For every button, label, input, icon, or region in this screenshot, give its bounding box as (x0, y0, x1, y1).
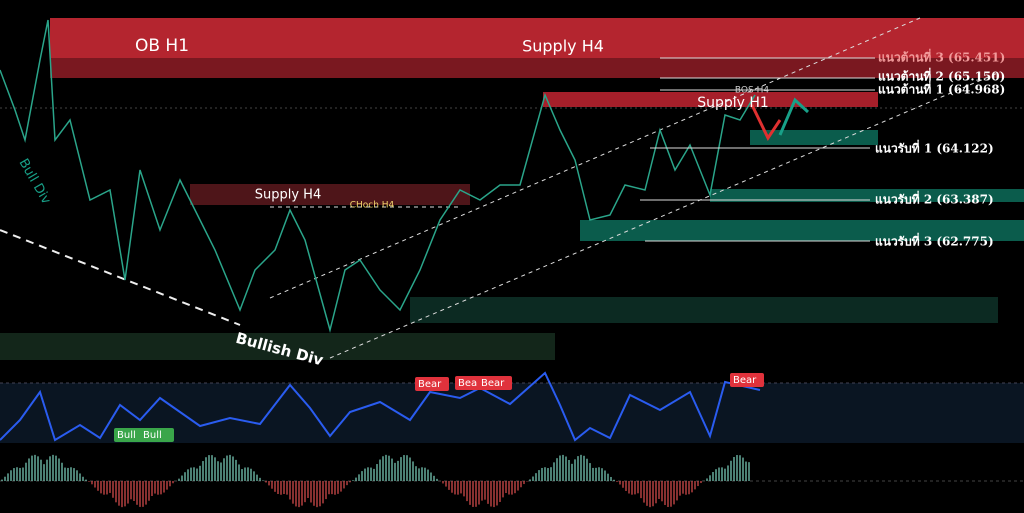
annotation: CHoch H4 (350, 201, 395, 211)
level-label: แนวรับที่ 2 (63.387) (875, 191, 994, 207)
signal-label: Bear (733, 375, 757, 386)
zone-label: Supply H4 (255, 188, 321, 203)
arrow-down (750, 104, 782, 142)
signal-tag (478, 376, 512, 390)
level-label: แนวต้านที่ 2 (65.150) (878, 68, 1005, 84)
supply-zone (50, 18, 1024, 60)
rsi-line (0, 371, 761, 442)
zone-label: OB H1 (135, 36, 189, 56)
signal-label: Bear (418, 379, 442, 390)
signal-tag (140, 428, 174, 442)
zone-label: Supply H4 (522, 37, 604, 56)
demand-zone (710, 189, 1024, 202)
supply-h4-zone (190, 184, 470, 205)
signal-label: Bear (481, 378, 505, 389)
signal-tag (114, 428, 148, 442)
signal-label: Bull (117, 430, 136, 441)
demand-zone (580, 220, 1024, 241)
ob-zone (50, 58, 1024, 78)
signal-tag (730, 373, 764, 387)
level-label: แนวรับที่ 3 (62.775) (875, 233, 994, 249)
level-label: แนวต้านที่ 1 (64.968) (878, 81, 1005, 97)
divergence-line (0, 229, 241, 326)
trend-channel (269, 17, 1001, 359)
price-path (0, 19, 756, 333)
demand-zone (0, 333, 555, 360)
zone-label: Supply H1 (697, 95, 769, 111)
signal-label: Bull (143, 430, 162, 441)
demand-zone (410, 297, 998, 323)
histogram (0, 454, 1024, 508)
signal-label: Bear (458, 378, 482, 389)
level-label: แนวรับที่ 1 (64.122) (875, 140, 994, 156)
signal-tag (415, 377, 449, 391)
level-label: แนวต้านที่ 3 (65.451) (878, 49, 1005, 65)
arrow-up (778, 97, 810, 136)
